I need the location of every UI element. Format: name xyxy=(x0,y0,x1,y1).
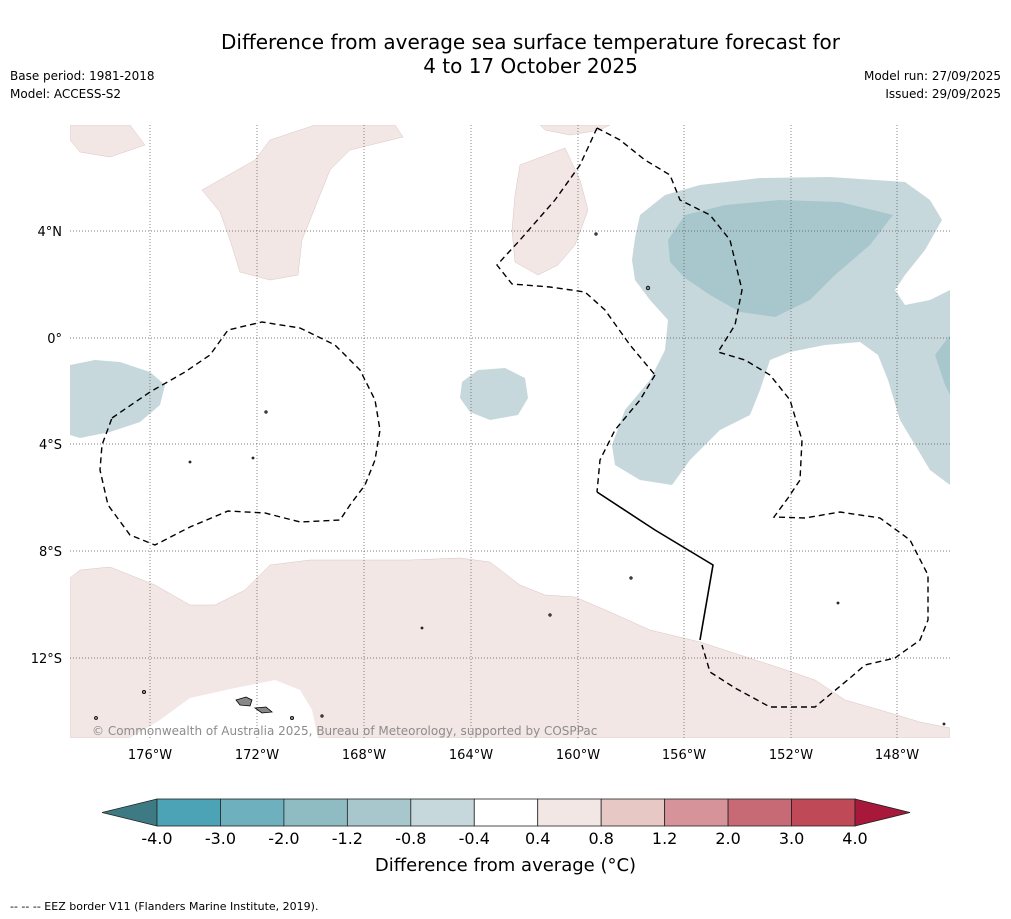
colorbar-extend-high xyxy=(854,798,911,827)
colorbar-segment xyxy=(664,798,729,827)
eez-borders xyxy=(99,127,929,708)
cool-anomaly-edge-east xyxy=(935,335,950,395)
lon-label-164w: 164°W xyxy=(449,748,493,763)
island-tabuaeran xyxy=(594,232,598,236)
colorbar-segment xyxy=(473,798,539,827)
lat-label-4n: 4°N xyxy=(38,225,63,240)
island-small-9 xyxy=(942,722,946,726)
lon-label-168w: 168°W xyxy=(342,748,386,763)
island-small-1 xyxy=(141,690,146,695)
colorbar xyxy=(101,798,911,827)
lon-label-148w: 148°W xyxy=(875,748,919,763)
colorbar-tick-label: 0.8 xyxy=(588,829,613,848)
island-tokelau-1 xyxy=(264,410,268,414)
colorbar-tick-label: -0.8 xyxy=(395,829,426,848)
island-tokelau-2 xyxy=(251,456,255,460)
island-small-6 xyxy=(289,716,294,721)
colorbar-extend-low xyxy=(101,798,158,827)
cool-anomaly-central xyxy=(460,368,528,420)
title-line-2: 4 to 17 October 2025 xyxy=(423,54,638,78)
cool-anomaly-core xyxy=(668,200,893,317)
latitude-labels: 4°N 0° 4°S 8°S 12°S xyxy=(31,225,62,667)
eez-solid-border xyxy=(596,491,714,641)
colorbar-tick-label: 0.4 xyxy=(525,829,550,848)
lon-label-152w: 152°W xyxy=(769,748,813,763)
lon-label-160w: 160°W xyxy=(556,748,600,763)
warm-anomaly-north-west xyxy=(70,125,146,158)
islands xyxy=(94,232,946,726)
colorbar-tick-label: 2.0 xyxy=(715,829,740,848)
colorbar-segment xyxy=(537,798,602,827)
model-run: Model run: 27/09/2025 xyxy=(863,69,1001,83)
longitude-labels: 176°W 172°W 168°W 164°W 160°W 156°W 152°… xyxy=(128,748,919,763)
colorbar-segment xyxy=(283,798,348,827)
lat-label-12s: 12°S xyxy=(31,652,62,667)
colorbar-tick-label: 4.0 xyxy=(842,829,867,848)
colorbar-tick-label: -2.0 xyxy=(268,829,299,848)
base-period: Base period: 1981-2018 xyxy=(10,69,155,83)
colorbar-tick-label: -1.2 xyxy=(332,829,363,848)
island-kiritimati xyxy=(645,285,651,291)
colorbar-segment xyxy=(791,798,856,827)
warm-anomaly-north-east xyxy=(511,147,589,276)
cool-anomaly-west xyxy=(70,360,165,438)
island-small-2 xyxy=(94,716,98,720)
colorbar-segment xyxy=(346,798,412,827)
colorbar-segment xyxy=(156,798,221,827)
model-name: Model: ACCESS-S2 xyxy=(10,87,122,101)
map-area xyxy=(70,125,950,738)
island-small-4 xyxy=(548,613,552,617)
island-small-5 xyxy=(420,626,424,630)
colorbar-tick-label: -3.0 xyxy=(205,829,236,848)
issued-date: Issued: 29/09/2025 xyxy=(885,87,1001,101)
colorbar-tick-label: -4.0 xyxy=(141,829,172,848)
lon-label-172w: 172°W xyxy=(235,748,279,763)
lat-label-8s: 8°S xyxy=(39,545,62,560)
island-small-8 xyxy=(836,601,840,605)
lat-label-4s: 4°S xyxy=(39,438,62,453)
warm-anomaly-north-island xyxy=(539,125,611,136)
colorbar-tick-label: -0.4 xyxy=(459,829,490,848)
eez-footnote: -- -- -- EEZ border V11 (Flanders Marine… xyxy=(10,900,319,913)
lat-label-0: 0° xyxy=(47,332,62,347)
eez-tokelau xyxy=(99,321,381,546)
colorbar-tick-label: 3.0 xyxy=(779,829,804,848)
island-upolu xyxy=(253,706,273,714)
colorbar-segment xyxy=(220,798,285,827)
map-title: Difference from average sea surface temp… xyxy=(0,30,1011,78)
colorbar-segment xyxy=(410,798,475,827)
island-small-7 xyxy=(320,714,324,718)
colorbar-segment xyxy=(600,798,666,827)
island-tokelau-3 xyxy=(188,460,192,464)
colorbar-segment xyxy=(727,798,792,827)
warm-anomaly-north-central xyxy=(201,125,404,281)
lon-label-176w: 176°W xyxy=(128,748,172,763)
eez-northern-line-islands xyxy=(496,127,929,708)
island-small-3 xyxy=(629,576,633,580)
neutral-pocket-south xyxy=(130,680,318,738)
eez-boundary-segment xyxy=(596,491,714,641)
lon-label-156w: 156°W xyxy=(662,748,706,763)
colorbar-label: Difference from average (°C) xyxy=(374,855,637,876)
colorbar-tick-label: 1.2 xyxy=(652,829,677,848)
graticule xyxy=(70,125,950,738)
colorbar-ticks: -4.0 -3.0 -2.0 -1.2 -0.8 -0.4 0.4 0.8 1.2 2.0 3.0 4… xyxy=(141,829,867,848)
island-savaii xyxy=(235,696,253,707)
meta-right: Model run: 27/09/2025 Issued: 29/09/2025 xyxy=(864,67,1001,103)
meta-left: Base period: 1981-2018 Model: ACCESS-S2 xyxy=(10,67,155,103)
title-line-1: Difference from average sea surface temp… xyxy=(220,30,840,54)
copyright-notice: © Commonwealth of Australia 2025, Bureau… xyxy=(92,724,598,738)
